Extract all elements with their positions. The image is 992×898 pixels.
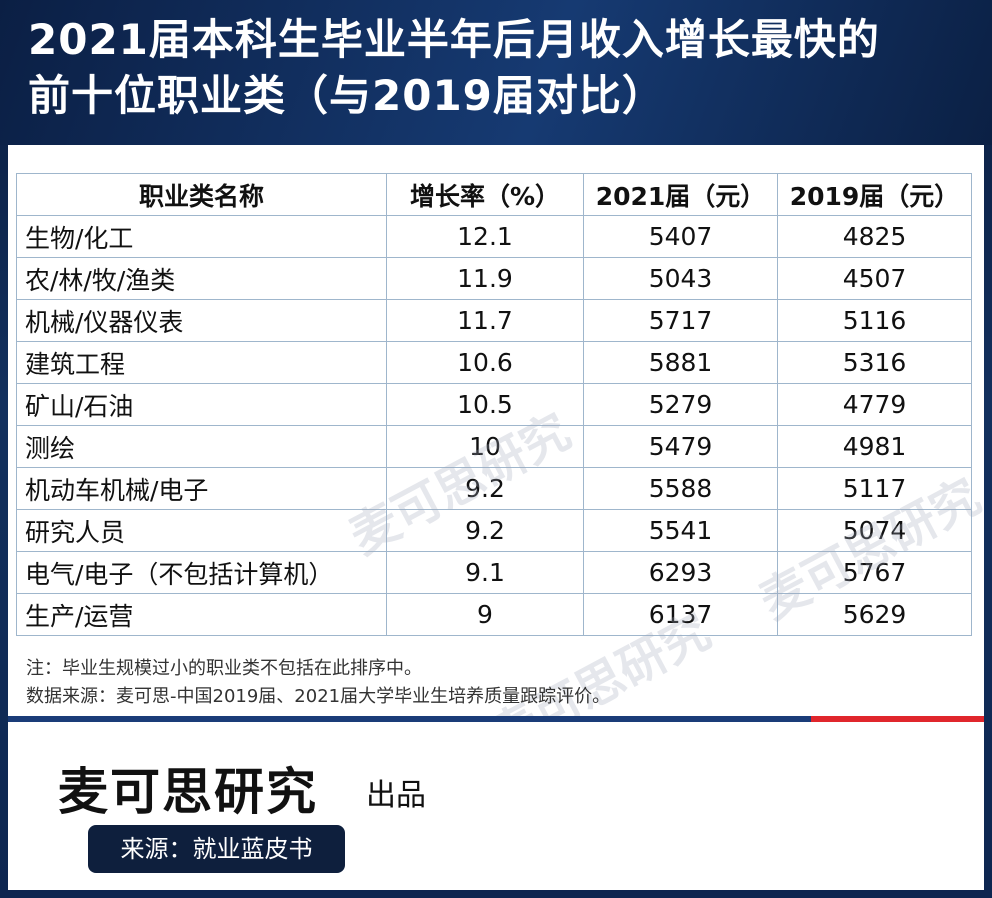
table-row: 测绘 10 5479 4981 — [16, 425, 972, 468]
page-title-line-2: 前十位职业类（与2019届对比） — [28, 71, 665, 120]
growth-rate-cell: 10.5 — [386, 383, 584, 426]
header: 2021届本科生毕业半年后月收入增长最快的 前十位职业类（与2019届对比） — [0, 0, 992, 145]
occupation-cell: 电气/电子（不包括计算机） — [16, 551, 387, 594]
income-2021-cell: 5717 — [583, 299, 778, 342]
page-title-line-1: 2021届本科生毕业半年后月收入增长最快的 — [28, 15, 880, 64]
accent-bar — [811, 716, 984, 722]
column-header-2021-income: 2021届（元） — [583, 173, 778, 216]
growth-rate-cell: 11.7 — [386, 299, 584, 342]
income-2019-cell: 4779 — [777, 383, 972, 426]
growth-rate-cell: 9.1 — [386, 551, 584, 594]
income-2021-cell: 5541 — [583, 509, 778, 552]
income-2019-cell: 5116 — [777, 299, 972, 342]
income-2021-cell: 5043 — [583, 257, 778, 300]
occupation-cell: 研究人员 — [16, 509, 387, 552]
table-row: 研究人员 9.2 5541 5074 — [16, 509, 972, 552]
growth-rate-cell: 9.2 — [386, 509, 584, 552]
income-2019-cell: 5629 — [777, 593, 972, 636]
income-2021-cell: 6293 — [583, 551, 778, 594]
income-2021-cell: 5279 — [583, 383, 778, 426]
growth-rate-cell: 11.9 — [386, 257, 584, 300]
income-growth-table: 职业类名称 增长率（%） 2021届（元） 2019届（元） 生物/化工 12.1… — [16, 173, 972, 636]
column-header-2019-income: 2019届（元） — [777, 173, 972, 216]
table-row: 矿山/石油 10.5 5279 4779 — [16, 383, 972, 426]
occupation-cell: 矿山/石油 — [16, 383, 387, 426]
growth-rate-cell: 10.6 — [386, 341, 584, 384]
occupation-cell: 生物/化工 — [16, 215, 387, 258]
income-2019-cell: 4825 — [777, 215, 972, 258]
table-row: 生物/化工 12.1 5407 4825 — [16, 215, 972, 258]
source-badge: 来源：就业蓝皮书 — [88, 825, 345, 873]
occupation-cell: 建筑工程 — [16, 341, 387, 384]
income-2021-cell: 5588 — [583, 467, 778, 510]
occupation-cell: 测绘 — [16, 425, 387, 468]
occupation-cell: 生产/运营 — [16, 593, 387, 636]
footnote: 注：毕业生规模过小的职业类不包括在此排序中。 — [26, 658, 422, 679]
income-2021-cell: 6137 — [583, 593, 778, 636]
income-2019-cell: 5117 — [777, 467, 972, 510]
growth-rate-cell: 9 — [386, 593, 584, 636]
table-row: 机械/仪器仪表 11.7 5717 5116 — [16, 299, 972, 342]
occupation-cell: 机械/仪器仪表 — [16, 299, 387, 342]
income-2021-cell: 5407 — [583, 215, 778, 258]
occupation-cell: 机动车机械/电子 — [16, 467, 387, 510]
footer: 麦可思研究 出品 来源：就业蓝皮书 — [8, 722, 984, 890]
income-2019-cell: 4507 — [777, 257, 972, 300]
table-row: 生产/运营 9 6137 5629 — [16, 593, 972, 636]
income-2021-cell: 5479 — [583, 425, 778, 468]
income-2019-cell: 5767 — [777, 551, 972, 594]
growth-rate-cell: 12.1 — [386, 215, 584, 258]
table-row: 农/林/牧/渔类 11.9 5043 4507 — [16, 257, 972, 300]
occupation-cell: 农/林/牧/渔类 — [16, 257, 387, 300]
data-source-note: 数据来源：麦可思-中国2019届、2021届大学毕业生培养质量跟踪评价。 — [26, 686, 611, 707]
column-header-occupation: 职业类名称 — [16, 173, 387, 216]
brand-name: 麦可思研究 — [58, 763, 318, 821]
table-row: 建筑工程 10.6 5881 5316 — [16, 341, 972, 384]
income-2021-cell: 5881 — [583, 341, 778, 384]
brand-suffix: 出品 — [366, 778, 426, 813]
table-row: 电气/电子（不包括计算机） 9.1 6293 5767 — [16, 551, 972, 594]
content-panel: 职业类名称 增长率（%） 2021届（元） 2019届（元） 生物/化工 12.1… — [8, 145, 989, 765]
column-header-growth-rate: 增长率（%） — [386, 173, 584, 216]
table-header-row: 职业类名称 增长率（%） 2021届（元） 2019届（元） — [16, 173, 972, 216]
divider-bar — [8, 716, 811, 722]
income-2019-cell: 5074 — [777, 509, 972, 552]
income-2019-cell: 5316 — [777, 341, 972, 384]
income-2019-cell: 4981 — [777, 425, 972, 468]
